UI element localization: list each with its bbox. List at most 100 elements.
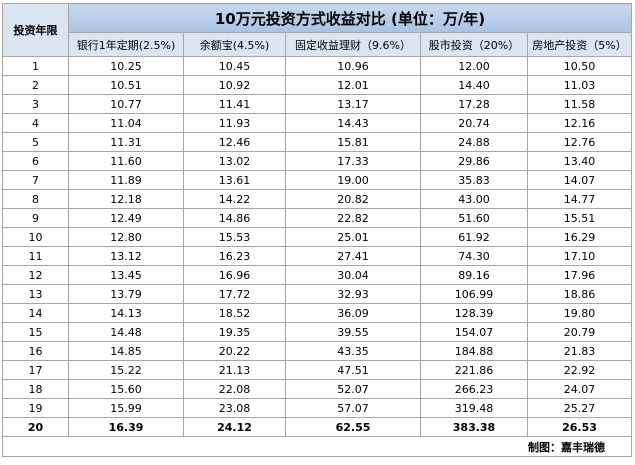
year-cell: 5 (2, 132, 69, 152)
table-title: 10万元投资方式收益对比 (单位：万/年) (67, 3, 633, 33)
year-cell: 10 (2, 227, 69, 247)
data-row: 2 10.51 10.92 12.01 14.40 11.03 (2, 75, 633, 95)
column-header: 股市投资（20%） (420, 32, 528, 57)
value-cell: 10.45 (183, 56, 286, 76)
value-cell: 10.51 (68, 75, 184, 95)
year-cell: 1 (2, 56, 69, 76)
data-row: 13 13.79 17.72 32.93 106.99 18.86 (2, 284, 633, 304)
table-body: 投资年限 10万元投资方式收益对比 (单位：万/年) 银行1年定期(2.5%) 余额宝… (1, 3, 633, 457)
value-cell: 13.61 (183, 170, 286, 190)
value-cell: 15.51 (526, 208, 633, 228)
value-cell: 18.86 (526, 284, 633, 304)
value-cell: 14.77 (526, 189, 633, 209)
value-cell: 24.12 (183, 417, 286, 437)
data-row: 9 12.49 14.86 22.82 51.60 15.51 (2, 208, 633, 228)
value-cell: 16.29 (526, 227, 633, 247)
value-cell: 29.86 (420, 151, 528, 171)
value-cell: 23.08 (183, 398, 286, 418)
value-cell: 15.99 (68, 398, 184, 418)
year-cell: 19 (2, 398, 69, 418)
year-cell: 18 (2, 379, 69, 399)
data-row: 15 14.48 19.35 39.55 154.07 20.79 (2, 322, 633, 342)
value-cell: 20.74 (420, 113, 528, 133)
value-cell: 39.55 (285, 322, 421, 342)
value-cell: 11.58 (526, 94, 633, 114)
value-cell: 27.41 (285, 246, 421, 266)
value-cell: 15.60 (68, 379, 184, 399)
value-cell: 57.07 (285, 398, 421, 418)
value-cell: 20.82 (285, 189, 421, 209)
value-cell: 16.39 (68, 417, 184, 437)
data-row: 5 11.31 12.46 15.81 24.88 12.76 (2, 132, 633, 152)
value-cell: 11.04 (68, 113, 184, 133)
value-cell: 20.22 (183, 341, 286, 361)
value-cell: 61.92 (420, 227, 528, 247)
value-cell: 17.33 (285, 151, 421, 171)
value-cell: 17.10 (526, 246, 633, 266)
value-cell: 43.00 (420, 189, 528, 209)
value-cell: 13.40 (526, 151, 633, 171)
data-row: 18 15.60 22.08 52.07 266.23 24.07 (2, 379, 633, 399)
value-cell: 383.38 (420, 417, 528, 437)
column-header: 房地产投资（5%） (526, 32, 633, 57)
title-row: 投资年限 10万元投资方式收益对比 (单位：万/年) (2, 3, 633, 57)
comparison-table: 投资年限 10万元投资方式收益对比 (单位：万/年) 银行1年定期(2.5%) 余额宝… (1, 3, 633, 457)
value-cell: 106.99 (420, 284, 528, 304)
value-cell: 15.22 (68, 360, 184, 380)
value-cell: 11.03 (526, 75, 633, 95)
value-cell: 10.50 (526, 56, 633, 76)
year-cell: 20 (2, 417, 69, 437)
value-cell: 12.00 (420, 56, 528, 76)
header-row: 银行1年定期(2.5%) 余额宝(4.5%) 固定收益理财（9.6%） 股市投资（20… (3, 32, 633, 57)
year-cell: 15 (2, 322, 69, 342)
year-cell: 2 (2, 75, 69, 95)
value-cell: 35.83 (420, 170, 528, 190)
data-row: 10 12.80 15.53 25.01 61.92 16.29 (2, 227, 633, 247)
value-cell: 21.13 (183, 360, 286, 380)
data-row: 19 15.99 23.08 57.07 319.48 25.27 (2, 398, 633, 418)
value-cell: 12.01 (285, 75, 421, 95)
value-cell: 17.96 (526, 265, 633, 285)
year-cell: 11 (2, 246, 69, 266)
value-cell: 13.45 (68, 265, 184, 285)
value-cell: 11.89 (68, 170, 184, 190)
corner-header: 投资年限 (2, 3, 69, 57)
year-cell: 9 (2, 208, 69, 228)
value-cell: 18.52 (183, 303, 286, 323)
year-cell: 4 (2, 113, 69, 133)
column-header: 银行1年定期(2.5%) (68, 32, 184, 57)
value-cell: 22.08 (183, 379, 286, 399)
year-cell: 8 (2, 189, 69, 209)
value-cell: 24.88 (420, 132, 528, 152)
value-cell: 52.07 (285, 379, 421, 399)
value-cell: 22.92 (526, 360, 633, 380)
value-cell: 17.28 (420, 94, 528, 114)
column-header: 固定收益理财（9.6%） (285, 32, 421, 57)
value-cell: 12.49 (68, 208, 184, 228)
year-cell: 6 (2, 151, 69, 171)
value-cell: 20.79 (526, 322, 633, 342)
data-row: 1 10.25 10.45 10.96 12.00 10.50 (2, 56, 633, 76)
value-cell: 11.93 (183, 113, 286, 133)
value-cell: 11.41 (183, 94, 286, 114)
value-cell: 25.27 (526, 398, 633, 418)
value-cell: 13.12 (68, 246, 184, 266)
value-cell: 12.18 (68, 189, 184, 209)
value-cell: 184.88 (420, 341, 528, 361)
data-row: 4 11.04 11.93 14.43 20.74 12.16 (2, 113, 633, 133)
value-cell: 24.07 (526, 379, 633, 399)
value-cell: 21.83 (526, 341, 633, 361)
value-cell: 10.96 (285, 56, 421, 76)
value-cell: 221.86 (420, 360, 528, 380)
value-cell: 154.07 (420, 322, 528, 342)
value-cell: 128.39 (420, 303, 528, 323)
data-row: 16 14.85 20.22 43.35 184.88 21.83 (2, 341, 633, 361)
value-cell: 266.23 (420, 379, 528, 399)
year-cell: 14 (2, 303, 69, 323)
value-cell: 74.30 (420, 246, 528, 266)
footer-row: 制图：嘉丰瑞德 (1, 436, 633, 457)
value-cell: 12.46 (183, 132, 286, 152)
value-cell: 14.22 (183, 189, 286, 209)
value-cell: 47.51 (285, 360, 421, 380)
